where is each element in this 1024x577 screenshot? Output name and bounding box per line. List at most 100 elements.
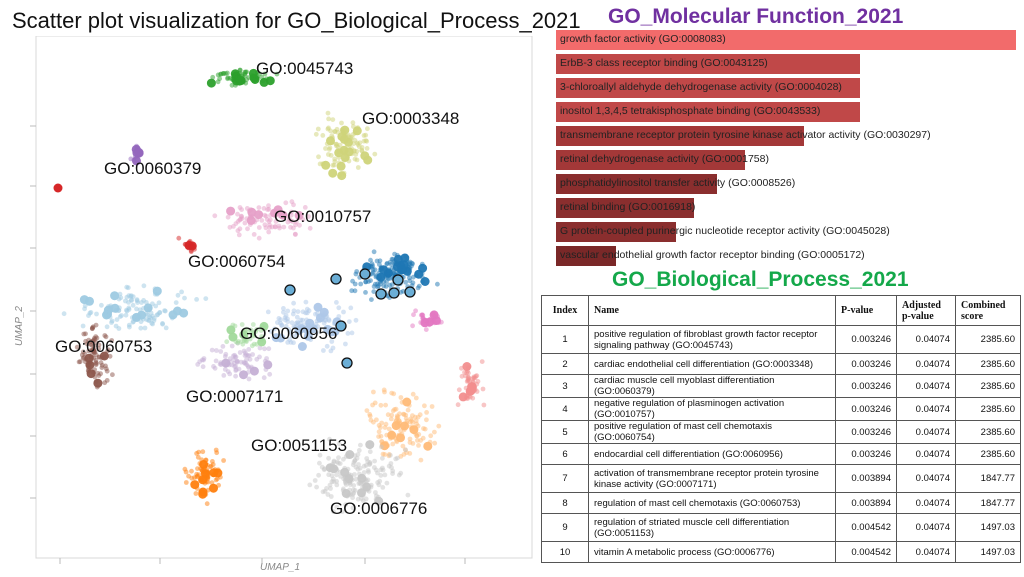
scatter-point xyxy=(403,447,408,453)
scatter-point xyxy=(380,455,385,461)
scatter-point xyxy=(292,325,298,330)
cell-index: 1 xyxy=(541,325,589,354)
scatter-point xyxy=(386,268,392,273)
scatter-point xyxy=(285,219,291,225)
scatter-point xyxy=(348,305,354,311)
mf-bar-chart: growth factor activity (GO:0008083) ErbB-… xyxy=(556,30,1018,270)
scatter-point xyxy=(336,441,342,447)
y-axis-label: UMAP_2 xyxy=(14,306,25,346)
scatter-point xyxy=(106,309,112,315)
scatter-point xyxy=(368,257,373,263)
scatter-point xyxy=(275,320,280,325)
cell-index: 4 xyxy=(541,397,589,421)
scatter-point xyxy=(214,348,219,353)
scatter-point xyxy=(334,482,340,488)
scatter-point xyxy=(375,281,380,287)
scatter-point xyxy=(327,436,332,442)
plot-border xyxy=(35,36,533,559)
cell-name: cardiac endothelial cell differentiation… xyxy=(588,353,836,375)
scatter-point xyxy=(436,320,442,326)
scatter-point xyxy=(196,449,202,455)
bar-label: retinal dehydrogenase activity (GO:00017… xyxy=(560,153,769,165)
scatter-point xyxy=(254,341,260,347)
scatter-point xyxy=(295,309,301,314)
scatter-point xyxy=(150,313,156,319)
scatter-point xyxy=(86,348,92,354)
scatter-point xyxy=(427,439,433,445)
scatter-point xyxy=(413,308,418,314)
scatter-point xyxy=(86,313,91,318)
highlighted-point xyxy=(392,274,404,286)
scatter-point xyxy=(102,354,107,360)
scatter-point xyxy=(169,315,175,321)
scatter-point xyxy=(221,358,231,368)
scatter-point xyxy=(422,403,427,409)
scatter-point xyxy=(355,496,361,502)
scatter-point xyxy=(393,269,399,275)
scatter-point xyxy=(157,310,162,316)
scatter-point xyxy=(266,346,272,352)
scatter-point xyxy=(199,457,205,463)
scatter-point xyxy=(355,125,361,130)
scatter-point xyxy=(238,213,244,219)
scatter-point xyxy=(343,502,348,508)
scatter-point xyxy=(146,318,151,323)
scatter-point xyxy=(84,341,90,347)
scatter-point xyxy=(367,412,373,417)
scatter-point xyxy=(93,340,99,346)
scatter-point xyxy=(372,465,377,470)
scatter-point xyxy=(315,311,320,316)
scatter-point xyxy=(352,488,358,493)
scatter-point xyxy=(315,126,321,132)
scatter-point xyxy=(160,321,165,326)
scatter-point xyxy=(377,478,383,484)
scatter-point xyxy=(346,472,352,478)
scatter-point xyxy=(369,271,375,277)
scatter-point xyxy=(179,308,189,318)
scatter-point xyxy=(412,426,418,431)
scatter-point xyxy=(250,330,256,335)
cell-combined-score: 2385.60 xyxy=(955,374,1021,398)
scatter-point xyxy=(339,509,345,515)
bar xyxy=(556,102,860,122)
scatter-point xyxy=(297,326,303,332)
scatter-point xyxy=(474,381,480,387)
scatter-point xyxy=(306,214,311,219)
scatter-point xyxy=(395,252,400,258)
cluster-label: GO:0060754 xyxy=(188,252,285,271)
scatter-point xyxy=(297,342,307,351)
scatter-point xyxy=(254,356,260,362)
scatter-point xyxy=(237,350,243,355)
scatter-point xyxy=(267,371,273,377)
bar-row: growth factor activity (GO:0008083) xyxy=(556,30,1016,50)
scatter-point xyxy=(273,219,279,224)
scatter-point xyxy=(378,402,384,408)
scatter-point xyxy=(201,356,207,361)
scatter-point xyxy=(322,488,328,494)
scatter-point xyxy=(182,466,188,472)
scatter-point xyxy=(401,411,406,417)
scatter-point xyxy=(132,314,138,320)
scatter-point xyxy=(238,359,244,365)
scatter-point xyxy=(103,309,109,315)
scatter-point xyxy=(410,280,416,286)
cell-pvalue: 0.004542 xyxy=(835,541,897,563)
scatter-point xyxy=(334,126,340,132)
scatter-point xyxy=(384,480,390,486)
scatter-point xyxy=(212,213,218,219)
bar-row: 3-chloroallyl aldehyde dehydrogenase act… xyxy=(556,78,1016,98)
scatter-point xyxy=(291,340,296,346)
scatter-point xyxy=(317,452,323,458)
table-row: 6 endocardial cell differentiation (GO:00… xyxy=(541,443,1021,465)
scatter-point xyxy=(307,482,313,488)
scatter-point xyxy=(233,373,239,379)
scatter-point xyxy=(427,316,433,322)
scatter-point xyxy=(223,351,229,357)
scatter-point xyxy=(378,265,384,270)
scatter-point xyxy=(327,327,336,337)
highlighted-point xyxy=(404,286,416,298)
scatter-point xyxy=(358,481,364,487)
scatter-point xyxy=(119,313,124,318)
scatter-point xyxy=(256,205,262,211)
cell-combined-score: 1497.03 xyxy=(955,541,1021,563)
